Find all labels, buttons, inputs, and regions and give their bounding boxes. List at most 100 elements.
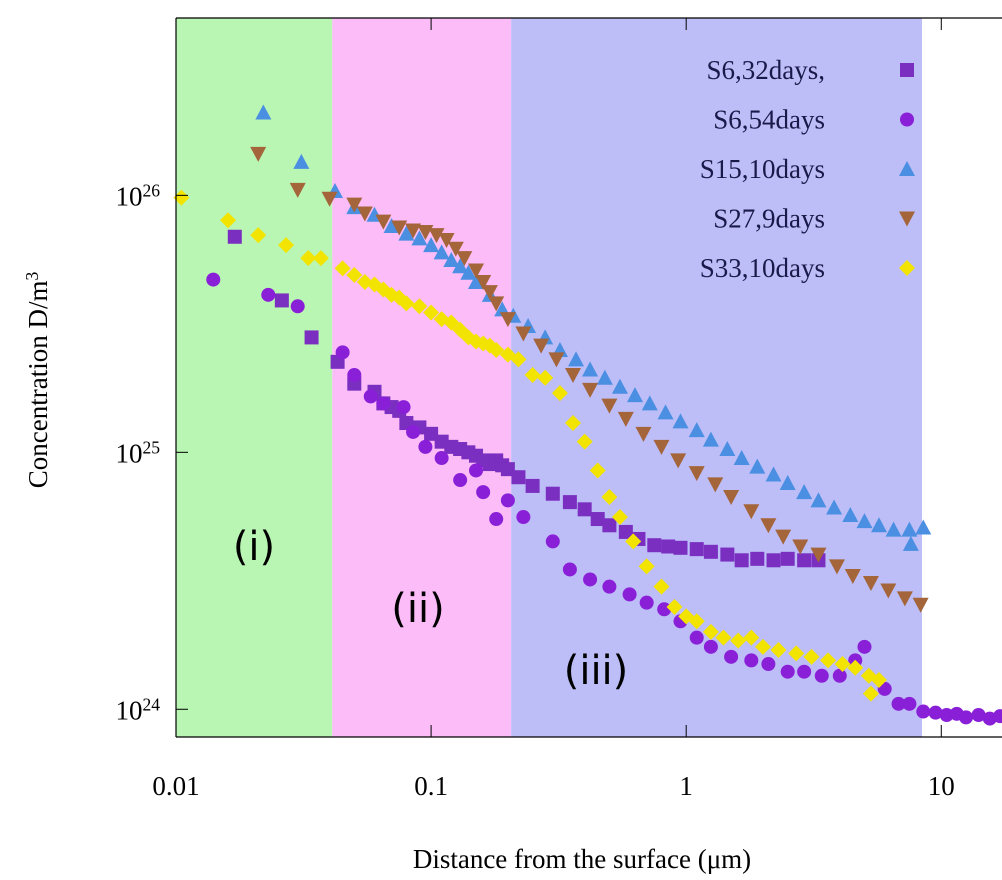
point [902, 696, 917, 711]
legend-marker [899, 161, 915, 176]
point [779, 474, 796, 490]
point [433, 244, 450, 260]
point [438, 233, 455, 249]
point [617, 411, 634, 427]
point [788, 645, 805, 662]
point [792, 539, 809, 555]
point [618, 524, 633, 539]
point [689, 542, 704, 557]
point [641, 395, 658, 411]
point [405, 223, 422, 239]
legend-marker [899, 211, 915, 227]
point [842, 507, 859, 523]
region-label: (i) [233, 524, 275, 570]
point [375, 214, 392, 230]
point [250, 146, 267, 162]
point [743, 629, 760, 646]
point [814, 668, 829, 683]
point [844, 569, 861, 585]
axes: S6,32days, S6,54days S15,10days S27,9days S3… [22, 17, 1002, 874]
point [443, 252, 460, 268]
point [545, 486, 560, 501]
legend-label: S33,10days [700, 253, 825, 283]
point [626, 387, 643, 403]
point [411, 298, 428, 315]
point [750, 551, 765, 566]
point [428, 228, 445, 244]
point [453, 473, 468, 488]
point [810, 492, 827, 508]
point [602, 518, 617, 533]
point [657, 404, 674, 420]
point [565, 367, 582, 383]
point [689, 630, 704, 645]
point [760, 518, 777, 534]
point [469, 463, 484, 478]
legend-marker [899, 260, 915, 276]
point [583, 572, 598, 587]
point [533, 338, 550, 354]
point [902, 535, 919, 551]
point [447, 241, 464, 257]
point [589, 462, 606, 479]
point [734, 553, 749, 568]
point [733, 450, 750, 466]
point [702, 431, 719, 447]
point [424, 426, 439, 441]
point [635, 426, 652, 442]
point [765, 466, 782, 482]
point [847, 659, 864, 676]
point [820, 652, 837, 669]
point [688, 422, 705, 438]
point [582, 361, 599, 377]
point [826, 499, 843, 515]
region-label: (ii) [391, 586, 444, 632]
point [780, 664, 795, 679]
point [871, 517, 888, 533]
point [456, 251, 473, 267]
point [719, 441, 736, 457]
point [460, 264, 477, 280]
point [334, 260, 351, 277]
legend-label: S6,32days, [706, 55, 825, 85]
point [475, 275, 492, 291]
point [797, 553, 812, 568]
point [661, 539, 676, 554]
point [916, 704, 931, 719]
point [173, 189, 190, 206]
point [638, 558, 655, 575]
point [928, 705, 943, 720]
point [346, 266, 363, 283]
point [434, 451, 449, 466]
point [576, 433, 593, 450]
point [657, 602, 672, 617]
point [912, 597, 929, 613]
point [715, 629, 732, 646]
point [775, 529, 792, 545]
point [363, 389, 378, 404]
x-tick-label: 1 [679, 771, 693, 801]
point [601, 398, 618, 414]
point [639, 595, 654, 610]
point [730, 632, 747, 649]
point [396, 400, 411, 415]
point [724, 649, 739, 664]
point [481, 285, 498, 301]
point [915, 519, 932, 535]
point [499, 346, 516, 363]
point [702, 623, 719, 640]
point [891, 696, 906, 711]
point [391, 220, 408, 236]
point [565, 415, 582, 432]
point [300, 250, 317, 267]
point [723, 490, 740, 506]
point [537, 369, 554, 386]
point [278, 237, 295, 254]
point [611, 509, 628, 526]
point [206, 272, 221, 287]
point [688, 466, 705, 482]
point [862, 576, 879, 592]
point [488, 342, 505, 359]
point [443, 314, 460, 331]
point [796, 484, 813, 500]
